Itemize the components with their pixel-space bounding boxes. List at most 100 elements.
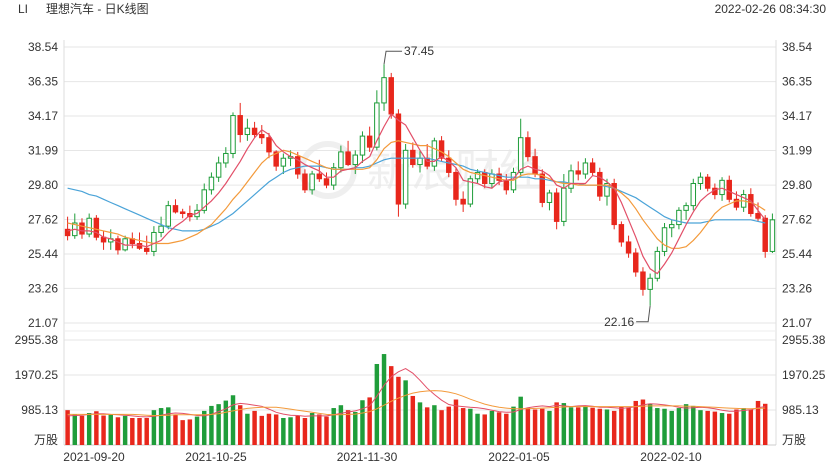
- volume-bar: [439, 410, 444, 445]
- candle-body-down: [611, 182, 617, 226]
- low-annotation-line: [636, 305, 651, 323]
- candle-body-down: [259, 134, 265, 139]
- volume-bar: [424, 407, 430, 445]
- volume-bar: [662, 408, 667, 445]
- candle-body-up: [244, 127, 251, 136]
- volume-bar: [489, 410, 495, 445]
- candlestick: [215, 156, 222, 182]
- volume-bar: [748, 409, 754, 445]
- volume-bar: [683, 404, 689, 445]
- candlestick: [395, 109, 402, 217]
- candle-body-down: [366, 135, 373, 148]
- volume-bar: [597, 408, 603, 445]
- candle-body-up: [690, 182, 697, 207]
- candle-body-down: [273, 151, 279, 167]
- candle-body-up: [374, 102, 380, 148]
- candle-body-down: [395, 113, 402, 205]
- x-axis-label: 2022-01-05: [488, 450, 550, 464]
- volume-bar: [504, 413, 509, 445]
- candlestick: [683, 202, 689, 220]
- candlestick: [302, 169, 308, 193]
- volume-bar: [698, 410, 703, 445]
- volume-bar: [353, 411, 358, 445]
- candlestick: [690, 178, 697, 211]
- price-tick-left: 29.80: [28, 178, 58, 192]
- candlestick: [338, 145, 344, 173]
- candlestick: [604, 178, 610, 206]
- candle-body-up: [431, 140, 438, 167]
- volume-bar: [403, 380, 408, 445]
- candle-body-down: [323, 178, 330, 186]
- volume-bar: [309, 413, 315, 445]
- moving-average-lines: [67, 113, 766, 275]
- volume-bar: [65, 410, 70, 445]
- candle-body-down: [143, 247, 150, 252]
- volume-bar: [302, 417, 308, 445]
- candle-body-down: [597, 171, 603, 197]
- candlestick: [93, 215, 100, 241]
- price-tick-right: 21.07: [782, 316, 812, 330]
- candle-body-down: [589, 162, 596, 173]
- candlestick: [86, 213, 92, 238]
- volume-unit-right: 万股: [782, 433, 806, 447]
- candlestick: [625, 235, 632, 258]
- volume-bar: [281, 417, 286, 445]
- candle-body-down: [481, 171, 488, 184]
- price-tick-right: 38.54: [782, 40, 812, 54]
- candle-body-down: [453, 171, 459, 200]
- volume-bar: [180, 420, 185, 445]
- volume-bar: [590, 407, 595, 445]
- volume-bar: [518, 396, 523, 445]
- candlestick: [158, 216, 164, 238]
- candlestick: [453, 167, 459, 206]
- volume-bar: [554, 402, 559, 445]
- candlestick: [589, 158, 596, 176]
- candle-body-up: [417, 157, 423, 166]
- candlestick: [115, 235, 121, 255]
- candlestick: [309, 170, 315, 195]
- volume-bar: [202, 410, 207, 445]
- candlestick: [143, 235, 150, 255]
- candlestick: [295, 151, 301, 179]
- candle-body-up: [582, 162, 589, 175]
- volume-bar: [575, 407, 581, 445]
- volume-ma-lines: [67, 368, 766, 418]
- candle-body-up: [510, 171, 517, 191]
- candle-body-up: [208, 176, 215, 191]
- volume-bar: [259, 415, 265, 445]
- volume-bar: [266, 413, 272, 445]
- candle-body-down: [237, 115, 243, 136]
- candlestick: [179, 208, 186, 219]
- candle-body-up: [215, 162, 222, 178]
- candlestick: [474, 169, 481, 184]
- candlestick: [568, 164, 574, 193]
- candlestick: [517, 118, 524, 178]
- candle-body-down: [733, 198, 740, 208]
- volume-tick-left: 2955.38: [15, 333, 59, 347]
- volume-bar: [324, 416, 329, 445]
- candle-body-up: [697, 176, 704, 184]
- candle-body-up: [381, 77, 387, 104]
- candle-body-up: [467, 178, 474, 205]
- volume-bar: [604, 409, 610, 445]
- x-axis-label: 2021-11-30: [337, 450, 398, 464]
- candlestick: [223, 147, 229, 168]
- volume-bar: [108, 414, 113, 445]
- price-tick-right: 27.62: [782, 213, 812, 227]
- candle-body-up: [338, 151, 344, 169]
- volume-bar: [727, 413, 732, 445]
- volume-bar: [72, 414, 78, 445]
- candlestick: [661, 222, 668, 257]
- volume-bar: [230, 395, 236, 445]
- candlestick: [100, 230, 107, 250]
- price-tick-right: 31.99: [782, 143, 812, 157]
- volume-bar: [762, 403, 768, 445]
- volume-bar: [647, 403, 653, 445]
- candlestick: [546, 189, 553, 211]
- candle-body-down: [553, 192, 560, 222]
- candle-body-down: [438, 140, 445, 159]
- candle-body-down: [575, 170, 581, 175]
- volume-bar: [712, 411, 718, 445]
- volume-bar: [374, 363, 380, 445]
- candle-body-down: [755, 213, 761, 219]
